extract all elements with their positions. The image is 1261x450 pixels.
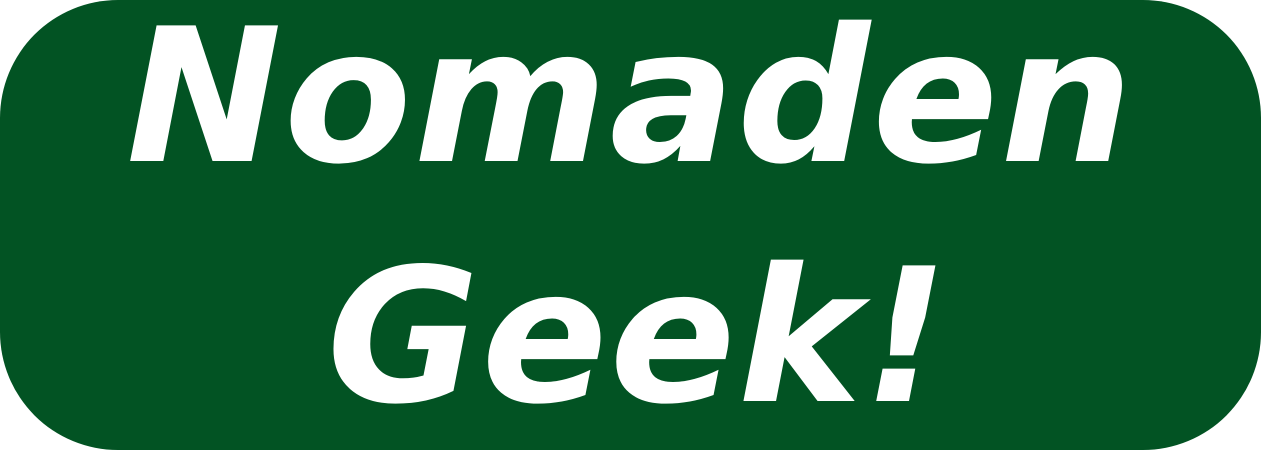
logo-text-line-2: Geek!	[326, 228, 951, 445]
logo-text-line-1: Nomaden	[126, 0, 1135, 205]
